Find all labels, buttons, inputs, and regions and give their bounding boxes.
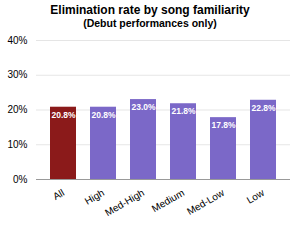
svg-text:21.8%: 21.8%	[171, 106, 196, 116]
svg-text:Med-Low: Med-Low	[185, 187, 227, 217]
svg-text:Medium: Medium	[150, 187, 186, 214]
svg-text:20.8%: 20.8%	[91, 110, 116, 120]
svg-text:20.8%: 20.8%	[51, 110, 76, 120]
svg-text:40%: 40%	[7, 35, 27, 46]
svg-text:20%: 20%	[7, 104, 27, 115]
svg-text:High: High	[83, 187, 106, 207]
svg-text:17.8%: 17.8%	[211, 120, 236, 130]
svg-text:22.8%: 22.8%	[251, 103, 276, 113]
svg-text:10%: 10%	[7, 139, 27, 150]
svg-text:0%: 0%	[13, 174, 28, 185]
svg-text:Low: Low	[245, 187, 267, 206]
svg-text:30%: 30%	[7, 69, 27, 80]
svg-text:23.0%: 23.0%	[131, 102, 156, 112]
html-text:Elimination rate by song famil: Elimination rate by song familiarity	[50, 3, 250, 17]
svg-text:Med-High: Med-High	[103, 187, 146, 218]
html-text:(Debut performances only): (Debut performances only)	[83, 17, 217, 29]
svg-text:All: All	[51, 187, 66, 202]
